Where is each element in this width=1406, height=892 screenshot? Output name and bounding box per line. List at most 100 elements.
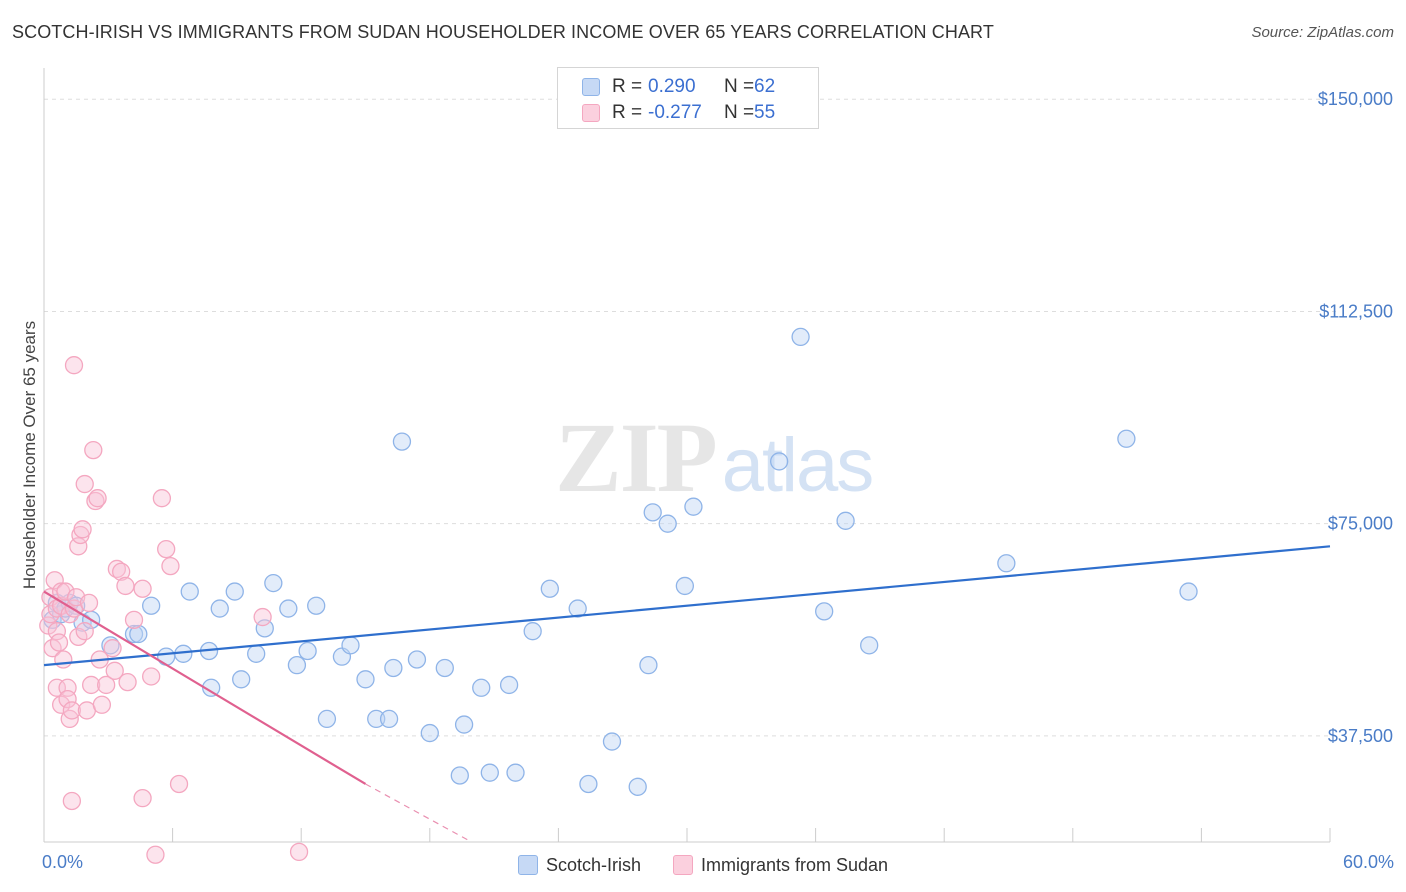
- legend-r-label: R =: [612, 76, 643, 97]
- point-scotch-irish: [450, 766, 469, 785]
- point-sudan: [169, 774, 189, 794]
- point-scotch-irish: [232, 670, 251, 689]
- point-scotch-irish: [1179, 582, 1198, 601]
- point-sudan: [289, 842, 309, 862]
- point-sudan: [62, 701, 82, 720]
- point-sudan: [88, 489, 107, 508]
- point-scotch-irish: [997, 554, 1016, 573]
- legend-label-scotch-irish: Scotch-Irish: [545, 854, 641, 875]
- point-sudan: [84, 440, 103, 460]
- point-scotch-irish: [317, 709, 337, 729]
- point-scotch-irish: [255, 619, 274, 638]
- point-scotch-irish: [307, 596, 326, 615]
- point-sudan: [73, 520, 92, 539]
- legend-n-label: N =: [724, 102, 755, 123]
- legend-swatch-pink: [672, 855, 693, 875]
- point-sudan: [116, 576, 135, 596]
- legend-n-value: 55: [754, 102, 776, 123]
- point-scotch-irish: [499, 675, 519, 695]
- point-scotch-irish: [298, 641, 317, 661]
- point-sudan: [118, 672, 137, 692]
- point-scotch-irish: [454, 715, 474, 734]
- series-legend: Scotch-Irish Immigrants from Sudan: [0, 852, 1406, 878]
- point-sudan: [253, 607, 272, 627]
- point-scotch-irish: [480, 763, 499, 782]
- point-sudan: [142, 667, 161, 686]
- point-scotch-irish: [367, 709, 386, 729]
- x-tick-max: 60.0%: [1342, 852, 1394, 872]
- point-sudan: [133, 579, 152, 598]
- trend-line-sudan-extrapolated: [365, 783, 472, 843]
- point-sudan: [112, 562, 131, 581]
- point-scotch-irish: [129, 624, 148, 644]
- point-sudan: [75, 474, 94, 494]
- point-scotch-irish: [101, 636, 120, 655]
- point-scotch-irish: [210, 599, 229, 618]
- point-scotch-irish: [180, 582, 199, 601]
- point-scotch-irish: [379, 709, 399, 729]
- point-sudan: [75, 622, 94, 641]
- point-scotch-irish: [341, 636, 360, 655]
- legend-swatch-pink: [582, 104, 600, 122]
- point-scotch-irish: [770, 452, 789, 471]
- point-scotch-irish: [264, 573, 283, 593]
- point-sudan: [45, 571, 64, 590]
- point-sudan: [103, 639, 122, 658]
- legend-item-scotch-irish[interactable]: Scotch-Irish: [517, 854, 641, 876]
- legend-swatch-blue: [582, 78, 600, 96]
- point-sudan: [105, 661, 124, 680]
- point-scotch-irish: [684, 497, 703, 516]
- legend-item-sudan[interactable]: Immigrants from Sudan: [672, 855, 888, 876]
- point-scotch-irish: [407, 650, 427, 669]
- point-sudan: [69, 537, 88, 556]
- point-scotch-irish: [568, 599, 587, 618]
- point-scotch-irish: [860, 636, 879, 655]
- legend-row-sudan: R = -0.277 N = 55: [582, 100, 775, 126]
- point-sudan: [157, 539, 176, 559]
- point-scotch-irish: [435, 658, 454, 678]
- point-scotch-irish: [628, 777, 647, 796]
- point-scotch-irish: [356, 670, 375, 689]
- point-scotch-irish: [506, 763, 525, 782]
- point-sudan: [64, 356, 84, 375]
- point-sudan: [58, 689, 77, 709]
- y-tick-labels: $37,500 $75,000 $112,500 $150,000: [1318, 89, 1393, 746]
- point-scotch-irish: [472, 678, 491, 697]
- point-scotch-irish: [602, 732, 622, 751]
- trend-line-scotch-irish: [43, 545, 1331, 667]
- point-scotch-irish: [279, 599, 298, 618]
- x-tick-min: 0.0%: [42, 852, 84, 872]
- point-scotch-irish: [836, 511, 855, 530]
- point-scotch-irish: [225, 582, 244, 601]
- point-scotch-irish: [420, 723, 439, 743]
- point-sudan: [82, 675, 101, 695]
- watermark-zip: ZIP: [555, 402, 718, 513]
- y-axis-label: Householder Income Over 65 years: [20, 320, 39, 590]
- axes: [43, 68, 1331, 843]
- point-sudan: [54, 650, 73, 669]
- y-tick-label: $37,500: [1328, 726, 1393, 746]
- point-sudan: [56, 582, 75, 601]
- point-scotch-irish: [639, 655, 658, 675]
- point-scotch-irish: [142, 596, 161, 615]
- point-sudan: [92, 695, 112, 714]
- point-scotch-irish: [675, 576, 695, 596]
- point-sudan: [133, 788, 152, 808]
- point-scotch-irish: [392, 432, 412, 451]
- point-scotch-irish: [523, 622, 542, 641]
- point-sudan: [86, 491, 105, 511]
- point-sudan: [146, 845, 165, 864]
- point-sudan: [152, 489, 172, 508]
- point-sudan: [97, 675, 116, 695]
- point-sudan: [49, 633, 69, 652]
- point-sudan: [124, 610, 144, 630]
- point-scotch-irish: [658, 514, 677, 533]
- point-sudan: [161, 556, 180, 576]
- grid-lines: [44, 98, 1340, 737]
- point-scotch-irish: [579, 774, 598, 794]
- point-scotch-irish: [643, 503, 662, 522]
- legend-r-label: R =: [612, 102, 643, 123]
- legend-n-value: 62: [754, 76, 776, 97]
- point-scotch-irish: [124, 624, 144, 644]
